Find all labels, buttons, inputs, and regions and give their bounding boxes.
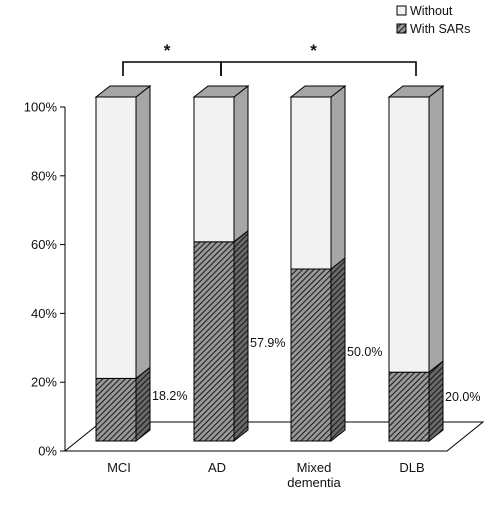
x-category-label: MCI	[107, 460, 131, 475]
legend-label: With SARs	[410, 22, 470, 36]
bar-top	[94, 85, 152, 98]
bar-top	[387, 85, 445, 98]
bar-without-front	[388, 96, 430, 373]
bar-without-side	[135, 84, 151, 380]
bar-with-sars-side	[428, 360, 444, 443]
bar-group	[192, 84, 250, 443]
chart-floor	[63, 421, 485, 452]
data-label: 50.0%	[347, 345, 382, 359]
data-label: 20.0%	[445, 390, 480, 404]
bar-without-front	[193, 96, 235, 243]
bar-with-sars-front	[95, 377, 137, 442]
x-category-label: AD	[208, 460, 226, 475]
chart-floor-plane	[63, 421, 485, 452]
bar-with-sars-front	[290, 268, 332, 442]
bar-without-front	[290, 96, 332, 270]
x-category-label: DLB	[399, 460, 424, 475]
bar-top	[192, 85, 250, 98]
data-label: 18.2%	[152, 389, 187, 403]
bar-without-front	[95, 96, 137, 379]
bar-with-sars-side	[135, 366, 151, 443]
y-tick-label: 20%	[31, 375, 57, 390]
y-axis: 0% 20% 40% 60% 80% 100%	[24, 100, 66, 459]
legend-swatch	[396, 5, 407, 16]
y-tick-label: 100%	[24, 100, 58, 115]
bar-without-side	[233, 84, 249, 243]
bar-top	[289, 85, 347, 98]
x-category-label: Mixed	[297, 460, 332, 475]
legend-label: Without	[410, 4, 453, 18]
y-tick-label: 60%	[31, 237, 57, 252]
bar-group	[387, 84, 445, 443]
bar-group	[94, 84, 152, 443]
data-labels: 18.2% 57.9% 50.0% 20.0%	[152, 336, 480, 404]
bar-without-side	[428, 84, 444, 374]
bar-with-sars-front	[193, 241, 235, 442]
data-label: 57.9%	[250, 336, 285, 350]
significance-star: *	[310, 41, 317, 60]
significance-brackets: * *	[122, 41, 417, 76]
bar-group	[289, 84, 347, 443]
x-category-label: dementia	[287, 475, 341, 490]
bars	[94, 84, 445, 443]
legend-swatch	[396, 23, 407, 34]
legend: Without With SARs	[396, 4, 470, 36]
y-tick-label: 80%	[31, 168, 57, 183]
significance-bracket	[122, 61, 222, 76]
bar-with-sars-side	[233, 229, 249, 443]
bar-with-sars-side	[330, 256, 346, 443]
significance-bracket	[220, 61, 417, 76]
y-tick-label: 0%	[38, 444, 57, 459]
significance-star: *	[164, 41, 171, 60]
y-tick-label: 40%	[31, 306, 57, 321]
bar-with-sars-front	[388, 371, 430, 442]
bar-without-side	[330, 84, 346, 271]
